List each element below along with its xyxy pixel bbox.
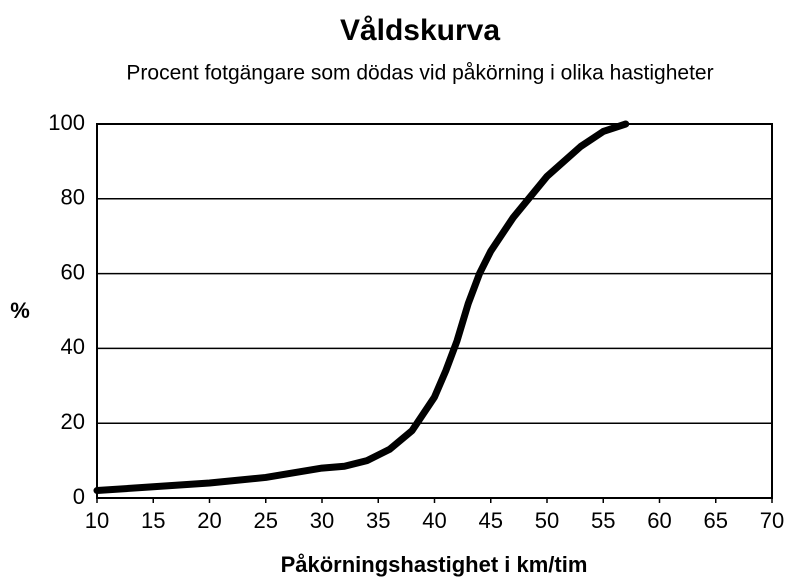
x-tick-label: 30 [310, 508, 334, 533]
y-tick-label: 40 [61, 334, 85, 359]
y-axis-label: % [10, 298, 30, 323]
y-tick-label: 100 [48, 110, 85, 135]
x-axis-label: Påkörningshastighet i km/tim [281, 552, 588, 577]
x-tick-label: 70 [760, 508, 784, 533]
x-tick-label: 55 [591, 508, 615, 533]
y-tick-label: 0 [73, 484, 85, 509]
chart-subtitle: Procent fotgängare som dödas vid påkörni… [126, 62, 713, 85]
y-tick-label: 80 [61, 185, 85, 210]
x-tick-label: 50 [535, 508, 559, 533]
y-tick-label: 20 [61, 409, 85, 434]
x-tick-label: 65 [704, 508, 728, 533]
x-tick-label: 20 [197, 508, 221, 533]
x-tick-label: 45 [479, 508, 503, 533]
x-tick-label: 35 [366, 508, 390, 533]
x-tick-label: 25 [254, 508, 278, 533]
x-tick-label: 10 [85, 508, 109, 533]
x-tick-label: 60 [647, 508, 671, 533]
y-tick-label: 60 [61, 259, 85, 284]
data-line [93, 120, 630, 495]
x-tick-label: 15 [141, 508, 165, 533]
x-tick-label: 40 [422, 508, 446, 533]
chart-title: Våldskurva [340, 14, 500, 47]
plot-area [96, 123, 773, 499]
